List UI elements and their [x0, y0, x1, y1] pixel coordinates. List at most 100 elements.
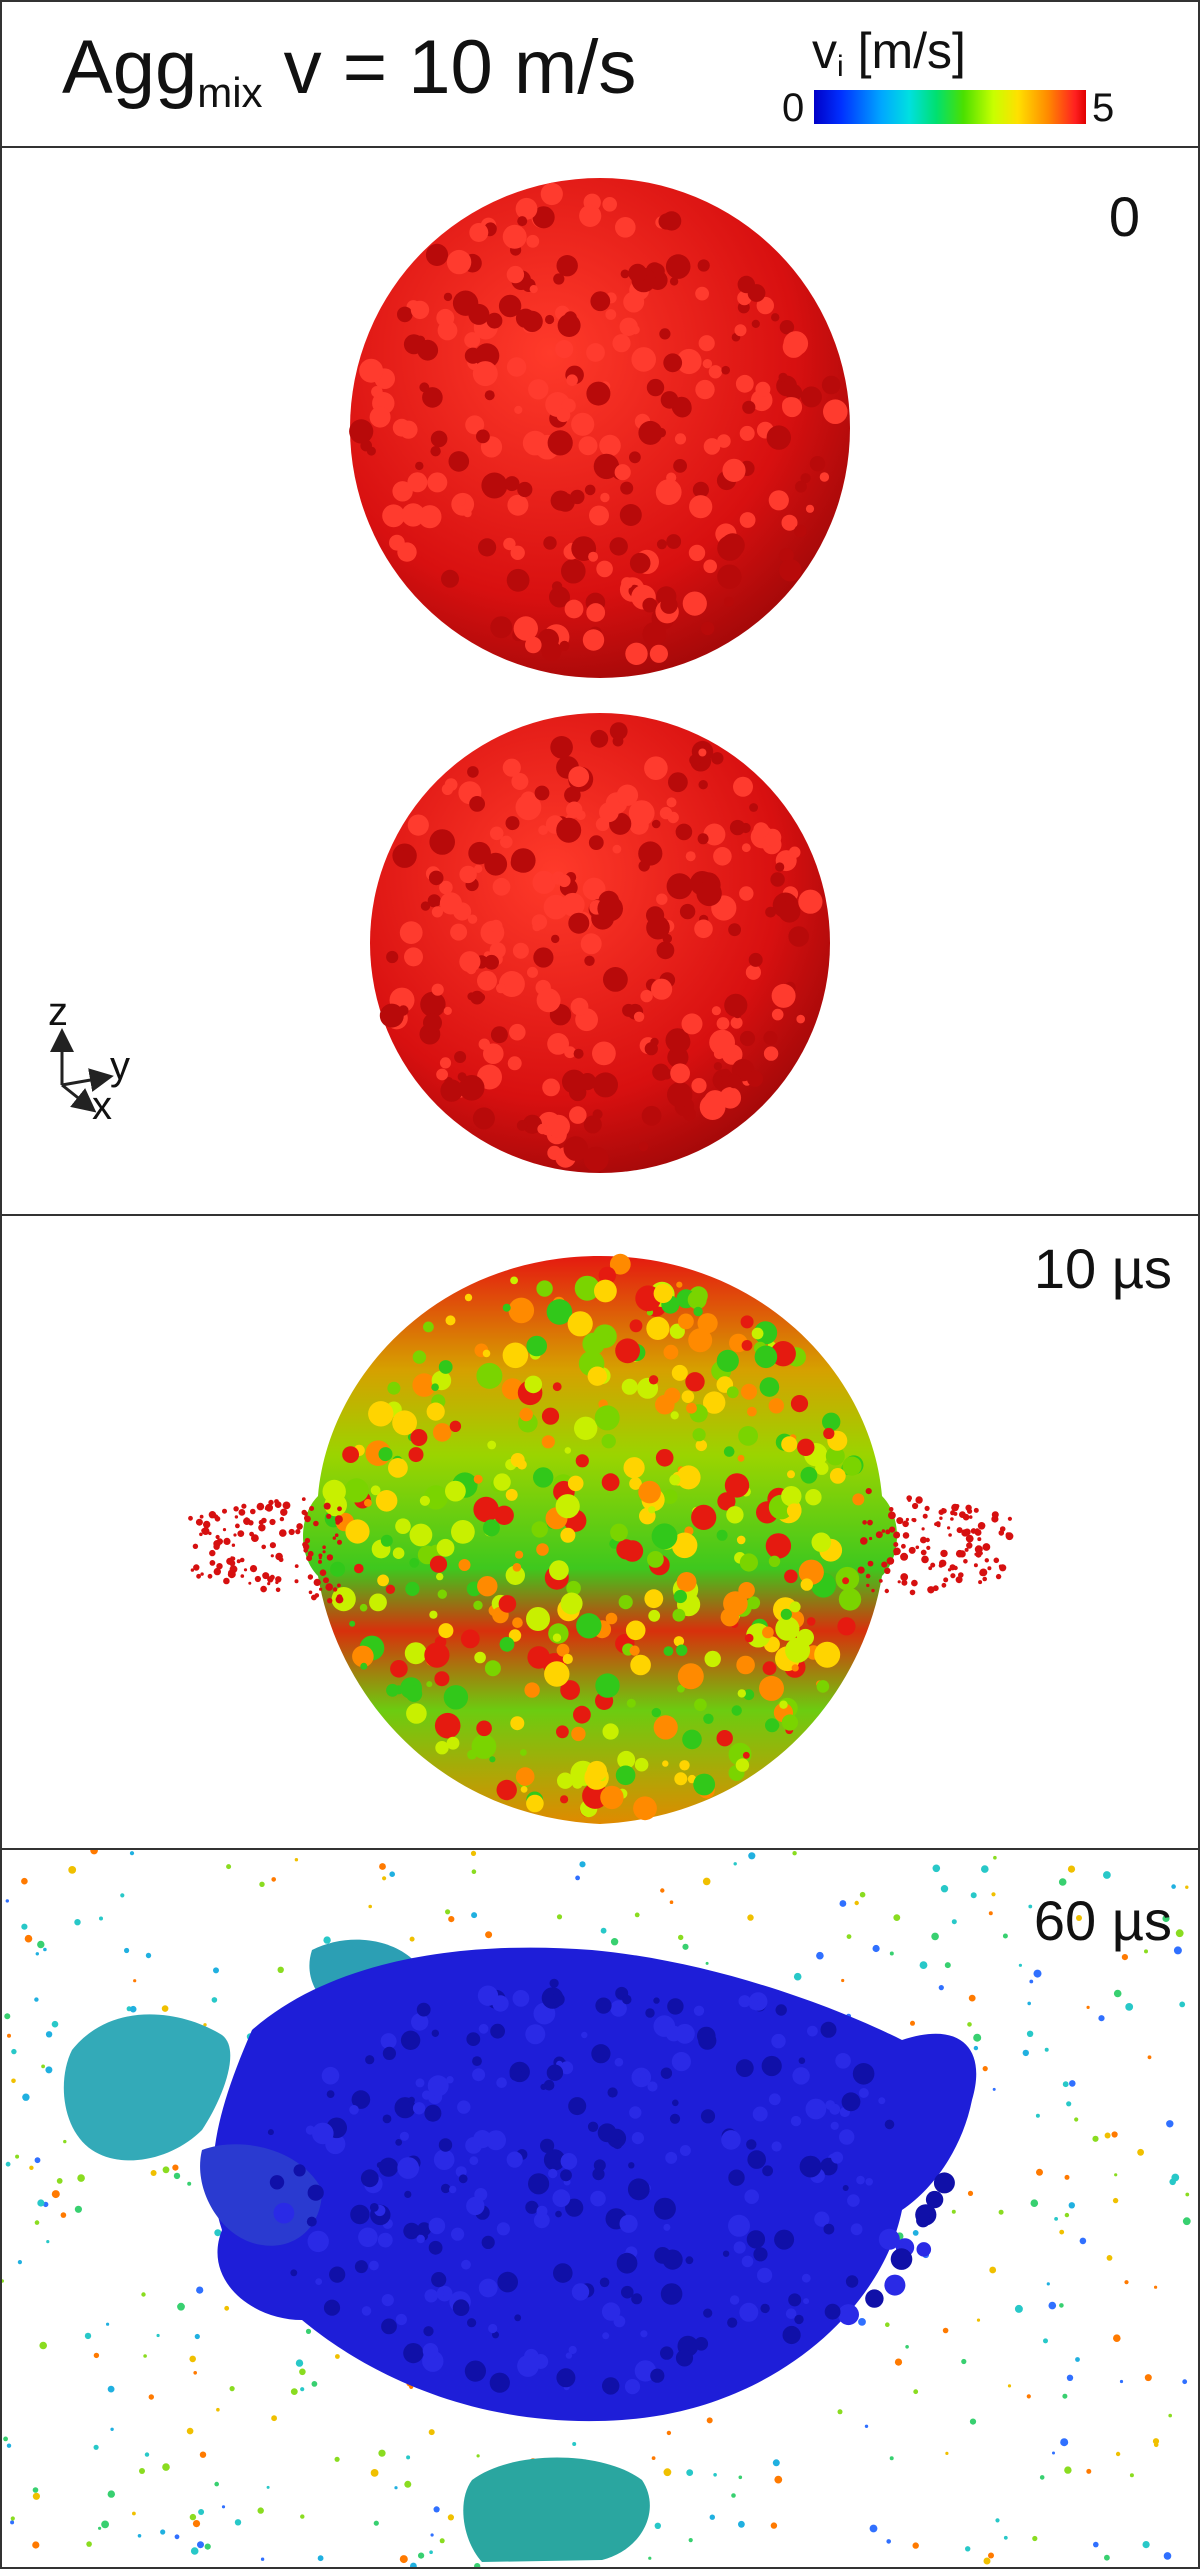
sphere-grain: [525, 636, 542, 654]
sphere-grain: [386, 950, 399, 964]
sphere-grain: [724, 596, 734, 607]
aggregate-grain: [378, 2157, 399, 2177]
aggregate-grain: [464, 2360, 486, 2382]
sphere-grain: [783, 331, 809, 356]
ejecta-grain: [303, 1511, 308, 1516]
free-particle: [1124, 2280, 1129, 2285]
sphere-grain: [625, 642, 648, 665]
aggregate-grain: [739, 2302, 759, 2322]
free-particle: [11, 2048, 17, 2055]
free-particle: [46, 2240, 50, 2244]
merged-grain: [345, 1519, 370, 1544]
aggregate-grain: [349, 2105, 359, 2115]
sphere-grain: [559, 640, 570, 651]
free-particle: [317, 2555, 324, 2562]
aggregate-grain: [403, 2222, 420, 2240]
aggregate-grain: [807, 2025, 818, 2037]
aggregate-grain: [323, 2299, 341, 2316]
aggregate-grain: [831, 2151, 844, 2164]
sphere-grain: [800, 473, 811, 484]
free-particle: [747, 1914, 754, 1921]
sphere-grain: [628, 800, 655, 826]
ejecta-grain: [269, 1518, 276, 1526]
aggregate-grain: [693, 2005, 705, 2016]
merged-grain: [822, 1412, 841, 1431]
sphere-grain: [739, 1030, 756, 1047]
free-particle: [260, 2557, 265, 2561]
sphere-grain: [609, 722, 628, 740]
merged-grain: [617, 1750, 636, 1769]
sphere-grain: [478, 538, 497, 557]
free-particle: [198, 2509, 205, 2515]
free-particle: [24, 1934, 33, 1943]
merged-grain: [842, 1577, 850, 1585]
aggregate-grain: [847, 2194, 860, 2207]
merged-grain: [762, 1661, 777, 1676]
ejecta-grain: [968, 1515, 973, 1519]
aggregate-grain: [820, 2021, 837, 2038]
free-particle: [1035, 2113, 1040, 2118]
merged-grain: [471, 1734, 497, 1759]
merged-grain: [653, 1715, 678, 1740]
merged-grain: [759, 1675, 784, 1701]
sphere-grain: [538, 825, 548, 836]
sphere-grain: [439, 880, 453, 895]
aggregate-grain: [607, 2087, 618, 2098]
merged-grain: [360, 1662, 368, 1670]
free-particle: [221, 2505, 226, 2509]
ejecta-grain: [237, 1530, 245, 1537]
merged-grain: [726, 1386, 739, 1399]
ejecta-grain: [256, 1502, 265, 1511]
aggregate-grain: [856, 2175, 865, 2185]
ejecta-grain: [912, 1502, 919, 1510]
merged-grain: [811, 1532, 832, 1553]
ejecta-grain: [269, 1542, 276, 1549]
merged-grain: [651, 1707, 661, 1718]
free-particle: [970, 1892, 977, 1899]
ejecta-grain: [977, 1537, 982, 1542]
free-particle: [295, 2359, 304, 2367]
merged-grain: [567, 1311, 593, 1337]
merged-grain: [552, 1382, 562, 1392]
free-particle: [968, 1994, 976, 2002]
aggregate-grain: [365, 2055, 375, 2065]
merged-grain: [716, 1529, 728, 1541]
free-particle: [1137, 2148, 1144, 2156]
free-particle: [10, 2520, 15, 2525]
merged-grain: [738, 1426, 758, 1446]
sphere-grain: [656, 893, 668, 905]
free-particle: [133, 1979, 137, 1983]
sphere-grain: [592, 1109, 603, 1120]
sphere-grain: [578, 436, 598, 456]
ejecta-grain: [991, 1515, 999, 1523]
free-particle: [1142, 2541, 1150, 2549]
free-particle: [1086, 2005, 1090, 2009]
merged-grain: [785, 1637, 811, 1663]
sphere-grain: [605, 309, 617, 320]
free-particle: [910, 2020, 915, 2026]
sphere-grain: [583, 1146, 609, 1172]
free-particle: [1163, 2552, 1172, 2560]
sphere-grain: [431, 906, 443, 918]
ejecta-grain: [209, 1560, 216, 1566]
sphere-grain: [403, 844, 412, 854]
sphere-grain: [691, 1078, 707, 1094]
merged-grain: [526, 1335, 547, 1357]
aggregate-grain: [431, 2029, 439, 2037]
ejecta-grain: [893, 1542, 899, 1547]
sphere-grain: [659, 806, 673, 820]
aggregate-grain: [850, 2223, 863, 2236]
sphere-grain: [496, 983, 506, 994]
ejecta-grain: [943, 1577, 949, 1583]
ejecta-grain: [200, 1572, 204, 1576]
colorbar-label-main: v: [812, 23, 837, 79]
aggregate-grain: [771, 2141, 782, 2152]
ejecta-grain: [977, 1522, 986, 1530]
aggregate-grain: [490, 2023, 505, 2039]
sphere-grain: [788, 846, 801, 859]
ejecta-grain: [973, 1507, 979, 1513]
sphere-grain: [708, 365, 723, 379]
free-particle: [1104, 2132, 1111, 2139]
free-particle: [84, 2332, 92, 2340]
aggregate-grain: [830, 2121, 839, 2130]
